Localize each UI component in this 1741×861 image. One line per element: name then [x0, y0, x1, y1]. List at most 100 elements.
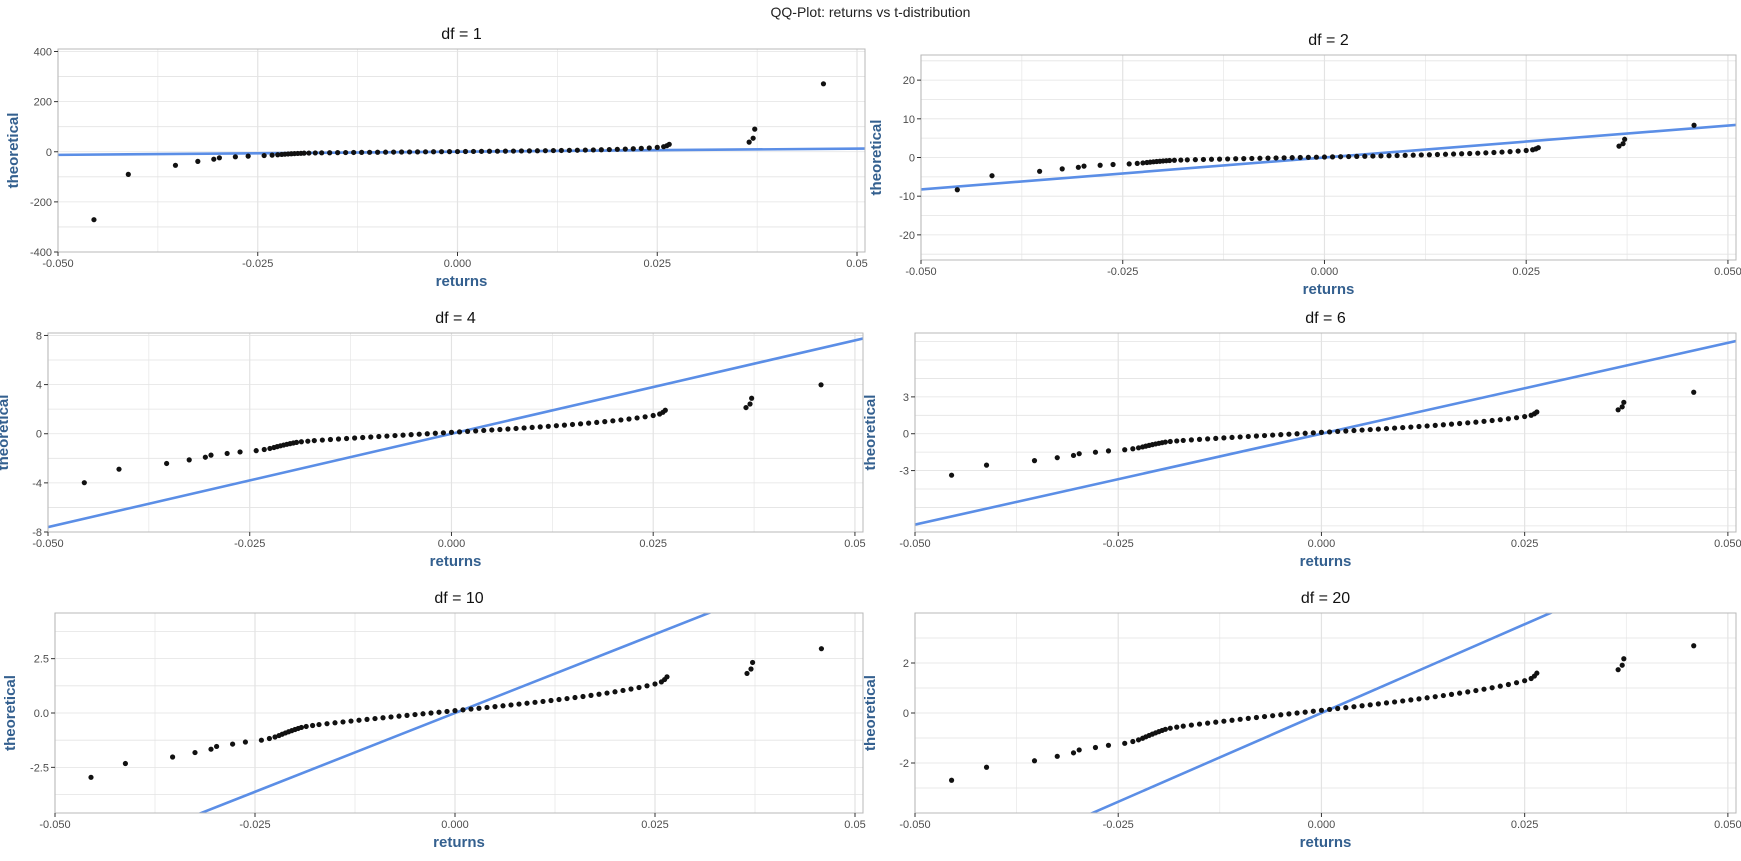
data-point: [1076, 451, 1082, 457]
data-point: [577, 421, 584, 427]
data-point: [644, 683, 650, 689]
data-point: [1265, 155, 1271, 161]
data-point: [634, 415, 640, 421]
data-point: [376, 433, 382, 440]
data-point: [1440, 422, 1446, 428]
data-point: [444, 708, 450, 715]
data-point: [1188, 437, 1194, 443]
x-tick-label: -0.025: [234, 538, 265, 550]
data-point: [1297, 154, 1303, 161]
data-point: [1370, 153, 1376, 159]
data-point: [1184, 157, 1190, 163]
panel-df-4: -0.050 -0.025 0.000 0.025 0.05 -8 -4 0 4 8 df = 4 r…: [0, 310, 866, 570]
data-point: [1499, 149, 1505, 155]
data-point: [752, 126, 758, 132]
data-point: [253, 448, 259, 454]
data-point: [486, 148, 493, 154]
data-point: [610, 418, 616, 424]
x-tick-label: 0.000: [438, 538, 466, 550]
data-point: [524, 700, 530, 706]
data-point: [1205, 720, 1211, 726]
data-point: [1619, 404, 1625, 410]
data-point: [396, 713, 402, 719]
data-point: [1615, 407, 1621, 413]
data-point: [1031, 758, 1038, 764]
data-point: [1329, 154, 1336, 160]
panel-frame: [914, 332, 1737, 533]
panel-title: df = 2: [1308, 32, 1349, 49]
x-tick-label: 0.025: [1511, 819, 1539, 831]
data-point: [1410, 152, 1416, 158]
data-point: [521, 425, 527, 431]
data-point: [1432, 694, 1438, 700]
data-point: [1375, 426, 1381, 432]
x-tick-label: 0.05: [844, 819, 865, 831]
y-tick-label: -4: [32, 478, 42, 490]
data-point: [1257, 155, 1263, 161]
data-point: [1278, 712, 1284, 718]
data-point: [305, 438, 311, 444]
data-point: [446, 149, 453, 155]
data-point: [478, 148, 485, 154]
data-point: [351, 149, 357, 156]
data-point: [261, 152, 267, 159]
data-point: [1174, 724, 1180, 730]
data-point: [1418, 152, 1424, 158]
data-point: [1351, 427, 1357, 434]
data-point: [412, 711, 418, 718]
data-point: [1237, 716, 1243, 722]
x-tick-label: -0.050: [32, 538, 63, 550]
data-point: [348, 718, 354, 724]
figure-title: QQ-Plot: returns vs t-distribution: [770, 4, 971, 20]
data-point: [1075, 164, 1081, 170]
data-point: [1362, 153, 1368, 159]
y-axis-label: theoretical: [2, 675, 19, 751]
data-point: [602, 419, 608, 425]
data-point: [1335, 705, 1341, 712]
panel-df-1: -0.050 -0.025 0.000 0.025 0.05 -400 -200 0 200 40…: [5, 26, 868, 290]
data-point: [1391, 425, 1398, 431]
data-point: [948, 472, 955, 478]
data-point: [618, 417, 624, 423]
data-point: [983, 462, 990, 468]
data-point: [566, 147, 572, 153]
data-point: [324, 721, 330, 727]
data-point: [540, 698, 546, 705]
data-point: [574, 147, 580, 153]
x-tick-label: 0.025: [1511, 538, 1539, 550]
data-point: [335, 150, 341, 156]
data-point: [375, 149, 381, 155]
panel-title: df = 1: [441, 26, 482, 43]
data-point: [1213, 435, 1219, 441]
data-point: [1424, 695, 1430, 701]
data-point: [470, 148, 477, 155]
data-point: [556, 696, 562, 703]
data-point: [195, 158, 201, 164]
data-point: [628, 686, 634, 692]
data-point: [327, 436, 334, 443]
data-point: [650, 412, 656, 419]
data-point: [1281, 155, 1287, 161]
y-tick-label: 0: [46, 147, 52, 159]
x-tick-label: 0.000: [1308, 538, 1336, 550]
data-point: [1326, 706, 1333, 713]
data-point: [747, 401, 753, 407]
data-point: [1286, 711, 1292, 717]
data-point: [316, 721, 322, 728]
data-point: [1459, 151, 1465, 157]
data-point: [989, 173, 995, 179]
data-point: [267, 445, 273, 452]
data-point: [1367, 426, 1373, 433]
data-point: [1616, 143, 1622, 149]
data-point: [293, 439, 300, 445]
data-point: [492, 704, 498, 710]
data-point: [275, 152, 281, 158]
data-point: [1335, 428, 1341, 435]
data-point: [1286, 431, 1292, 437]
data-point: [1253, 714, 1260, 721]
data-point: [440, 430, 446, 436]
data-point: [1130, 738, 1136, 745]
data-point: [382, 149, 389, 155]
data-point: [1188, 722, 1194, 728]
data-point: [1367, 702, 1373, 708]
